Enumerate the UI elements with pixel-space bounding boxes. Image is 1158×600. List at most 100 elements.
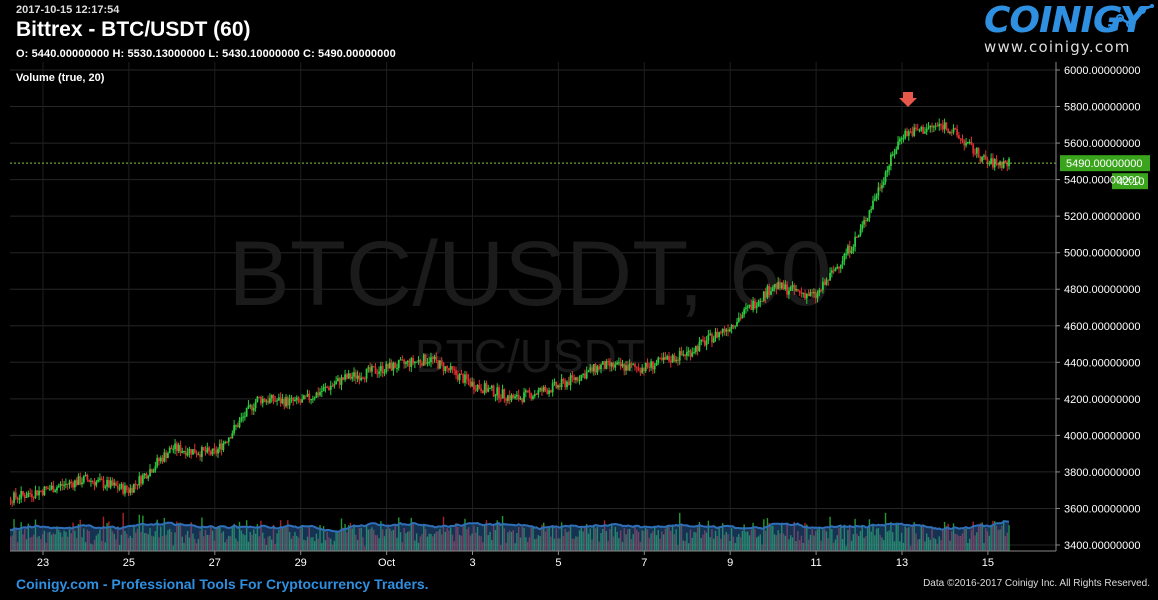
- volume-bar: [389, 528, 391, 551]
- x-tick-label: 15: [982, 557, 994, 569]
- candle-body: [609, 361, 611, 367]
- candle-body: [870, 208, 873, 211]
- candle-body: [913, 127, 916, 136]
- candle-body: [6, 502, 8, 503]
- volume-bar: [183, 542, 185, 551]
- volume-bar: [723, 534, 726, 551]
- volume-bar: [494, 530, 497, 551]
- volume-bar: [469, 535, 472, 551]
- volume-bar: [952, 523, 955, 551]
- candle-body: [412, 358, 414, 364]
- candle-body: [102, 479, 105, 488]
- candle-body: [859, 229, 862, 235]
- volume-bar: [435, 531, 438, 551]
- volume-bar: [36, 537, 38, 551]
- volume-bar: [695, 532, 697, 551]
- volume-bar: [47, 532, 49, 551]
- candle-body: [805, 293, 808, 299]
- candle-body: [791, 285, 794, 288]
- volume-bar: [265, 545, 268, 551]
- candle-body: [415, 361, 418, 363]
- volume-bar: [773, 534, 776, 551]
- volume-bar: [958, 535, 960, 551]
- volume-bar: [290, 538, 293, 551]
- volume-bar: [598, 541, 600, 551]
- volume-bar: [356, 540, 359, 551]
- volume-bar: [487, 535, 489, 551]
- coinigy-logo[interactable]: COINIGY www.coinigy.com: [984, 0, 1156, 58]
- x-tick-label: 5: [555, 557, 561, 569]
- volume-bar: [822, 529, 824, 551]
- volume-bar: [492, 523, 495, 551]
- candle-body: [524, 390, 527, 393]
- footer-tagline[interactable]: Coinigy.com - Professional Tools For Cry…: [16, 576, 429, 592]
- volume-bar: [700, 538, 702, 551]
- volume-bar: [347, 525, 350, 551]
- candle-body: [929, 125, 932, 128]
- candle-body: [575, 377, 577, 381]
- candle-body: [798, 290, 801, 292]
- candle-body: [238, 420, 241, 428]
- volume-bar: [399, 532, 402, 551]
- volume-bar: [924, 541, 926, 551]
- candle-body: [700, 339, 703, 342]
- candle-body: [907, 131, 910, 136]
- volume-bar: [263, 538, 266, 551]
- volume-bar: [446, 528, 448, 551]
- candle-body: [737, 317, 740, 323]
- candle-body: [916, 128, 919, 131]
- volume-bar: [1004, 536, 1007, 551]
- timestamp: 2017-10-15 12:17:54: [16, 4, 120, 16]
- volume-bar: [820, 540, 822, 551]
- candle-body: [172, 449, 175, 451]
- candle-body: [619, 362, 622, 367]
- volume-bar: [573, 538, 575, 551]
- volume-bar: [133, 525, 135, 551]
- volume-bar: [1008, 525, 1010, 551]
- candle-body: [8, 498, 10, 502]
- volume-bar: [326, 531, 328, 551]
- candle-body: [623, 363, 626, 371]
- volume-bar: [330, 538, 332, 551]
- volume-bar: [52, 533, 55, 551]
- volume-bar: [279, 520, 282, 551]
- candle-body: [666, 356, 669, 360]
- volume-bar: [711, 529, 713, 551]
- volume-bar: [204, 530, 207, 551]
- candle-body: [809, 292, 812, 296]
- candle-body: [184, 451, 187, 456]
- candle-body: [209, 451, 212, 455]
- volume-bar: [886, 531, 889, 551]
- volume-bar: [167, 530, 169, 551]
- candle-body: [274, 401, 277, 403]
- candle-body: [462, 374, 465, 383]
- volume-bar: [118, 544, 121, 551]
- volume-bar: [13, 519, 15, 551]
- candle-body: [498, 387, 500, 399]
- volume-bar: [795, 541, 797, 551]
- volume-bar: [977, 526, 980, 551]
- candle-body: [455, 370, 457, 375]
- candle-body: [104, 486, 107, 488]
- volume-bar: [408, 530, 411, 551]
- volume-bar: [709, 537, 711, 551]
- volume-bar: [61, 536, 64, 551]
- candle-body: [70, 481, 73, 483]
- x-tick-label: 23: [37, 557, 49, 569]
- candle-body: [789, 287, 792, 291]
- candle-body: [34, 490, 37, 498]
- candle-body: [449, 366, 452, 371]
- y-tick-label: 5800.00000000: [1064, 102, 1140, 114]
- volume-indicator-label[interactable]: Volume (true, 20): [16, 72, 105, 84]
- candle-body: [490, 385, 493, 388]
- volume-bar: [534, 539, 536, 551]
- candle-body: [315, 392, 318, 398]
- candle-body: [625, 365, 627, 371]
- volume-bar: [138, 514, 140, 551]
- volume-bar: [211, 530, 214, 551]
- candle-body: [388, 362, 391, 369]
- volume-bar: [657, 530, 659, 551]
- volume-bar: [532, 527, 534, 551]
- volume-bar: [947, 523, 949, 551]
- candle-body: [691, 352, 694, 357]
